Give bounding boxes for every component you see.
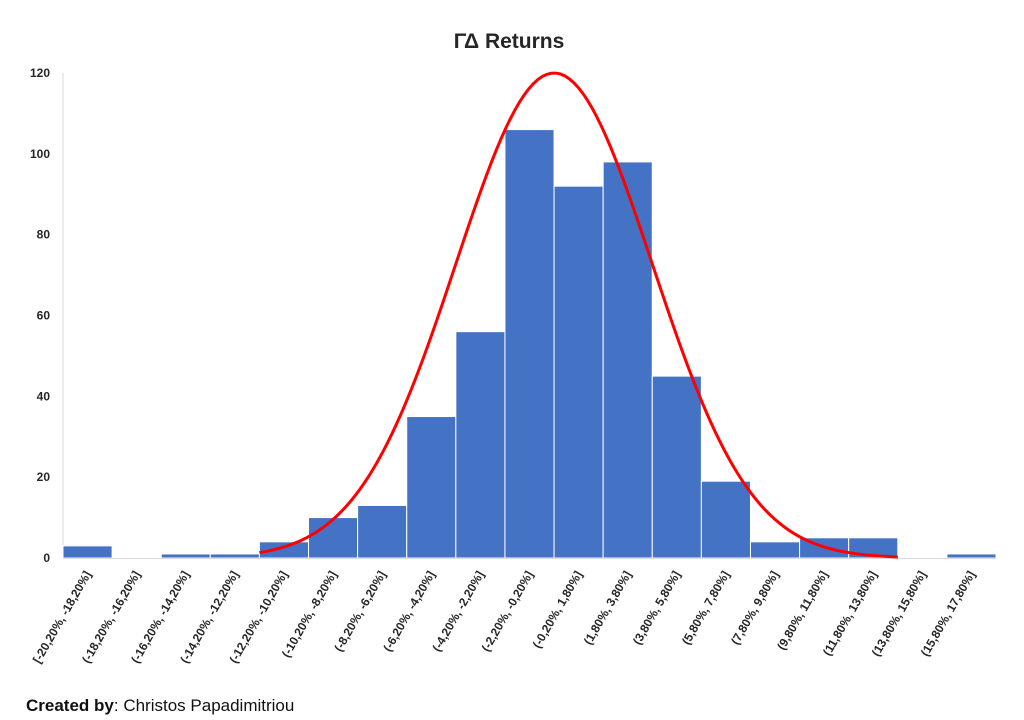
histogram-bar xyxy=(504,129,555,559)
y-tick-label: 120 xyxy=(30,66,50,80)
y-tick-label: 80 xyxy=(37,228,51,242)
chart-title: ΓΔ Returns xyxy=(454,30,565,53)
credit-author: Christos Papadimitriou xyxy=(123,696,295,715)
histogram-bar xyxy=(700,480,751,559)
x-tick-label: (-0,20%, 1,80%] xyxy=(530,569,585,651)
x-tick-label: (11,80%, 13,80%] xyxy=(820,569,880,659)
x-tick-label: (9,80%, 11,80%] xyxy=(774,569,830,653)
y-axis-ticks: 0 20 40 60 80 100 120 xyxy=(30,66,50,565)
histogram-bar xyxy=(602,161,653,559)
histogram-bar xyxy=(62,545,113,559)
x-axis-ticks: [-20,20%, -18,20%](-18,20%, -16,20%](-16… xyxy=(30,568,978,665)
x-tick-label: (7,80%, 9,80%] xyxy=(728,569,781,648)
y-tick-label: 60 xyxy=(37,309,51,323)
histogram-bar xyxy=(553,185,604,559)
normal-fit-curve xyxy=(259,71,898,559)
x-tick-label: (15,80%, 17,80%] xyxy=(918,569,978,659)
x-tick-label: (3,80%, 5,80%] xyxy=(630,569,683,648)
histogram-bar xyxy=(749,541,801,559)
x-tick-label: (-6,20%, -4,20%] xyxy=(380,568,437,654)
x-tick-label: (13,80%, 15,80%] xyxy=(869,569,929,659)
credit-separator: : xyxy=(113,696,124,715)
histogram-bar xyxy=(455,331,506,559)
histogram-bar xyxy=(160,553,211,559)
histogram-bar xyxy=(357,504,408,559)
histogram-bar xyxy=(308,517,359,559)
x-tick-label: (-2,20%, -0,20%] xyxy=(479,568,536,654)
x-tick-label: (-10,20%, -8,20%] xyxy=(279,569,340,660)
credit-label: Created by xyxy=(26,696,114,715)
bars xyxy=(62,129,997,559)
histogram-bar xyxy=(946,553,997,559)
x-tick-label: (-8,20%, -6,20%] xyxy=(331,568,388,654)
credit-line: Created by: Christos Papadimitriou xyxy=(26,696,294,716)
histogram-bar xyxy=(406,416,457,559)
y-tick-label: 20 xyxy=(37,470,51,484)
x-tick-label: (1,80%, 3,80%] xyxy=(581,569,634,648)
y-tick-label: 40 xyxy=(37,389,51,403)
histogram-bar xyxy=(651,375,702,559)
histogram-bar xyxy=(209,553,260,559)
x-tick-label: (-4,20%, -2,20%] xyxy=(430,568,487,654)
y-tick-label: 100 xyxy=(30,147,50,161)
x-tick-label: (5,80%, 7,80%] xyxy=(679,569,732,648)
y-tick-label: 0 xyxy=(43,551,50,565)
